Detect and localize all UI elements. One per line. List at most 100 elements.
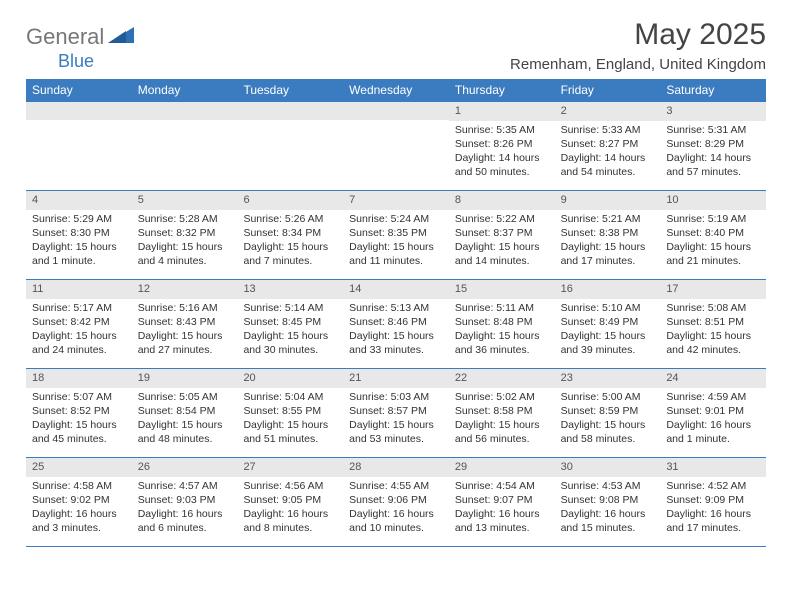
sunset-text: Sunset: 8:43 PM — [138, 315, 232, 329]
dayhead-mon: Monday — [132, 79, 238, 101]
day-header-row: Sunday Monday Tuesday Wednesday Thursday… — [26, 79, 766, 101]
week-row: 25Sunrise: 4:58 AMSunset: 9:02 PMDayligh… — [26, 457, 766, 547]
daylight-text: Daylight: 15 hours and 48 minutes. — [138, 418, 232, 446]
dayhead-sat: Saturday — [660, 79, 766, 101]
daylight-text: Daylight: 15 hours and 7 minutes. — [243, 240, 337, 268]
sunset-text: Sunset: 8:32 PM — [138, 226, 232, 240]
sunrise-text: Sunrise: 5:16 AM — [138, 301, 232, 315]
dayhead-wed: Wednesday — [343, 79, 449, 101]
calendar: Sunday Monday Tuesday Wednesday Thursday… — [26, 79, 766, 547]
sunrise-text: Sunrise: 5:02 AM — [455, 390, 549, 404]
day-cell: 13Sunrise: 5:14 AMSunset: 8:45 PMDayligh… — [237, 280, 343, 368]
weeks-container: 1Sunrise: 5:35 AMSunset: 8:26 PMDaylight… — [26, 101, 766, 547]
sunset-text: Sunset: 8:30 PM — [32, 226, 126, 240]
day-number: 4 — [26, 191, 132, 210]
sunrise-text: Sunrise: 5:11 AM — [455, 301, 549, 315]
sunrise-text: Sunrise: 4:58 AM — [32, 479, 126, 493]
day-details: Sunrise: 4:55 AMSunset: 9:06 PMDaylight:… — [343, 477, 449, 540]
sunset-text: Sunset: 8:42 PM — [32, 315, 126, 329]
day-details: Sunrise: 5:21 AMSunset: 8:38 PMDaylight:… — [555, 210, 661, 273]
daylight-text: Daylight: 15 hours and 14 minutes. — [455, 240, 549, 268]
sunset-text: Sunset: 8:57 PM — [349, 404, 443, 418]
daylight-text: Daylight: 15 hours and 39 minutes. — [561, 329, 655, 357]
day-number — [26, 102, 132, 120]
day-details: Sunrise: 4:59 AMSunset: 9:01 PMDaylight:… — [660, 388, 766, 451]
day-cell: 19Sunrise: 5:05 AMSunset: 8:54 PMDayligh… — [132, 369, 238, 457]
day-number: 27 — [237, 458, 343, 477]
daylight-text: Daylight: 15 hours and 17 minutes. — [561, 240, 655, 268]
daylight-text: Daylight: 15 hours and 36 minutes. — [455, 329, 549, 357]
day-cell — [237, 102, 343, 190]
day-number: 7 — [343, 191, 449, 210]
day-details: Sunrise: 5:08 AMSunset: 8:51 PMDaylight:… — [660, 299, 766, 362]
day-cell: 29Sunrise: 4:54 AMSunset: 9:07 PMDayligh… — [449, 458, 555, 546]
sunrise-text: Sunrise: 4:59 AM — [666, 390, 760, 404]
location-text: Remenham, England, United Kingdom — [510, 56, 766, 73]
sunset-text: Sunset: 9:02 PM — [32, 493, 126, 507]
day-cell: 22Sunrise: 5:02 AMSunset: 8:58 PMDayligh… — [449, 369, 555, 457]
sunrise-text: Sunrise: 5:17 AM — [32, 301, 126, 315]
brand-part2: Blue — [58, 51, 94, 72]
sunset-text: Sunset: 8:51 PM — [666, 315, 760, 329]
daylight-text: Daylight: 15 hours and 33 minutes. — [349, 329, 443, 357]
day-number: 26 — [132, 458, 238, 477]
brand-logo: General — [26, 18, 136, 50]
day-number: 24 — [660, 369, 766, 388]
daylight-text: Daylight: 14 hours and 57 minutes. — [666, 151, 760, 179]
daylight-text: Daylight: 15 hours and 58 minutes. — [561, 418, 655, 446]
sunset-text: Sunset: 9:07 PM — [455, 493, 549, 507]
day-details: Sunrise: 5:31 AMSunset: 8:29 PMDaylight:… — [660, 121, 766, 184]
sunrise-text: Sunrise: 5:14 AM — [243, 301, 337, 315]
sunset-text: Sunset: 8:35 PM — [349, 226, 443, 240]
dayhead-tue: Tuesday — [237, 79, 343, 101]
day-number: 6 — [237, 191, 343, 210]
sunset-text: Sunset: 9:06 PM — [349, 493, 443, 507]
sunset-text: Sunset: 8:59 PM — [561, 404, 655, 418]
day-number — [237, 102, 343, 120]
day-number: 10 — [660, 191, 766, 210]
sunset-text: Sunset: 8:34 PM — [243, 226, 337, 240]
daylight-text: Daylight: 15 hours and 53 minutes. — [349, 418, 443, 446]
day-cell: 6Sunrise: 5:26 AMSunset: 8:34 PMDaylight… — [237, 191, 343, 279]
sunset-text: Sunset: 8:52 PM — [32, 404, 126, 418]
sunrise-text: Sunrise: 5:08 AM — [666, 301, 760, 315]
sunset-text: Sunset: 8:46 PM — [349, 315, 443, 329]
day-number: 17 — [660, 280, 766, 299]
day-details: Sunrise: 4:58 AMSunset: 9:02 PMDaylight:… — [26, 477, 132, 540]
day-number: 20 — [237, 369, 343, 388]
sunset-text: Sunset: 8:29 PM — [666, 137, 760, 151]
day-cell: 31Sunrise: 4:52 AMSunset: 9:09 PMDayligh… — [660, 458, 766, 546]
day-cell: 11 Sunrise: 5:17 AMSunset: 8:42 PMDayligh… — [26, 280, 132, 368]
sunset-text: Sunset: 9:05 PM — [243, 493, 337, 507]
sunrise-text: Sunrise: 5:05 AM — [138, 390, 232, 404]
sunset-text: Sunset: 8:49 PM — [561, 315, 655, 329]
day-number — [343, 102, 449, 120]
sunrise-text: Sunrise: 4:57 AM — [138, 479, 232, 493]
daylight-text: Daylight: 15 hours and 30 minutes. — [243, 329, 337, 357]
day-number: 25 — [26, 458, 132, 477]
day-details: Sunrise: 5:13 AMSunset: 8:46 PMDaylight:… — [343, 299, 449, 362]
sunrise-text: Sunrise: 5:24 AM — [349, 212, 443, 226]
week-row: 1Sunrise: 5:35 AMSunset: 8:26 PMDaylight… — [26, 101, 766, 190]
sunrise-text: Sunrise: 5:21 AM — [561, 212, 655, 226]
day-details: Sunrise: 5:10 AMSunset: 8:49 PMDaylight:… — [555, 299, 661, 362]
day-number: 13 — [237, 280, 343, 299]
daylight-text: Daylight: 15 hours and 45 minutes. — [32, 418, 126, 446]
day-number: 11 — [26, 280, 132, 299]
dayhead-fri: Friday — [555, 79, 661, 101]
daylight-text: Daylight: 15 hours and 24 minutes. — [32, 329, 126, 357]
daylight-text: Daylight: 15 hours and 42 minutes. — [666, 329, 760, 357]
daylight-text: Daylight: 15 hours and 21 minutes. — [666, 240, 760, 268]
daylight-text: Daylight: 16 hours and 1 minute. — [666, 418, 760, 446]
day-details: Sunrise: 4:56 AMSunset: 9:05 PMDaylight:… — [237, 477, 343, 540]
day-number: 21 — [343, 369, 449, 388]
sunrise-text: Sunrise: 5:19 AM — [666, 212, 760, 226]
day-number: 16 — [555, 280, 661, 299]
day-details: Sunrise: 5:04 AMSunset: 8:55 PMDaylight:… — [237, 388, 343, 451]
day-cell: 8Sunrise: 5:22 AMSunset: 8:37 PMDaylight… — [449, 191, 555, 279]
daylight-text: Daylight: 15 hours and 27 minutes. — [138, 329, 232, 357]
sunrise-text: Sunrise: 4:53 AM — [561, 479, 655, 493]
day-details: Sunrise: 5:07 AMSunset: 8:52 PMDaylight:… — [26, 388, 132, 451]
day-cell: 2Sunrise: 5:33 AMSunset: 8:27 PMDaylight… — [555, 102, 661, 190]
sunset-text: Sunset: 8:48 PM — [455, 315, 549, 329]
